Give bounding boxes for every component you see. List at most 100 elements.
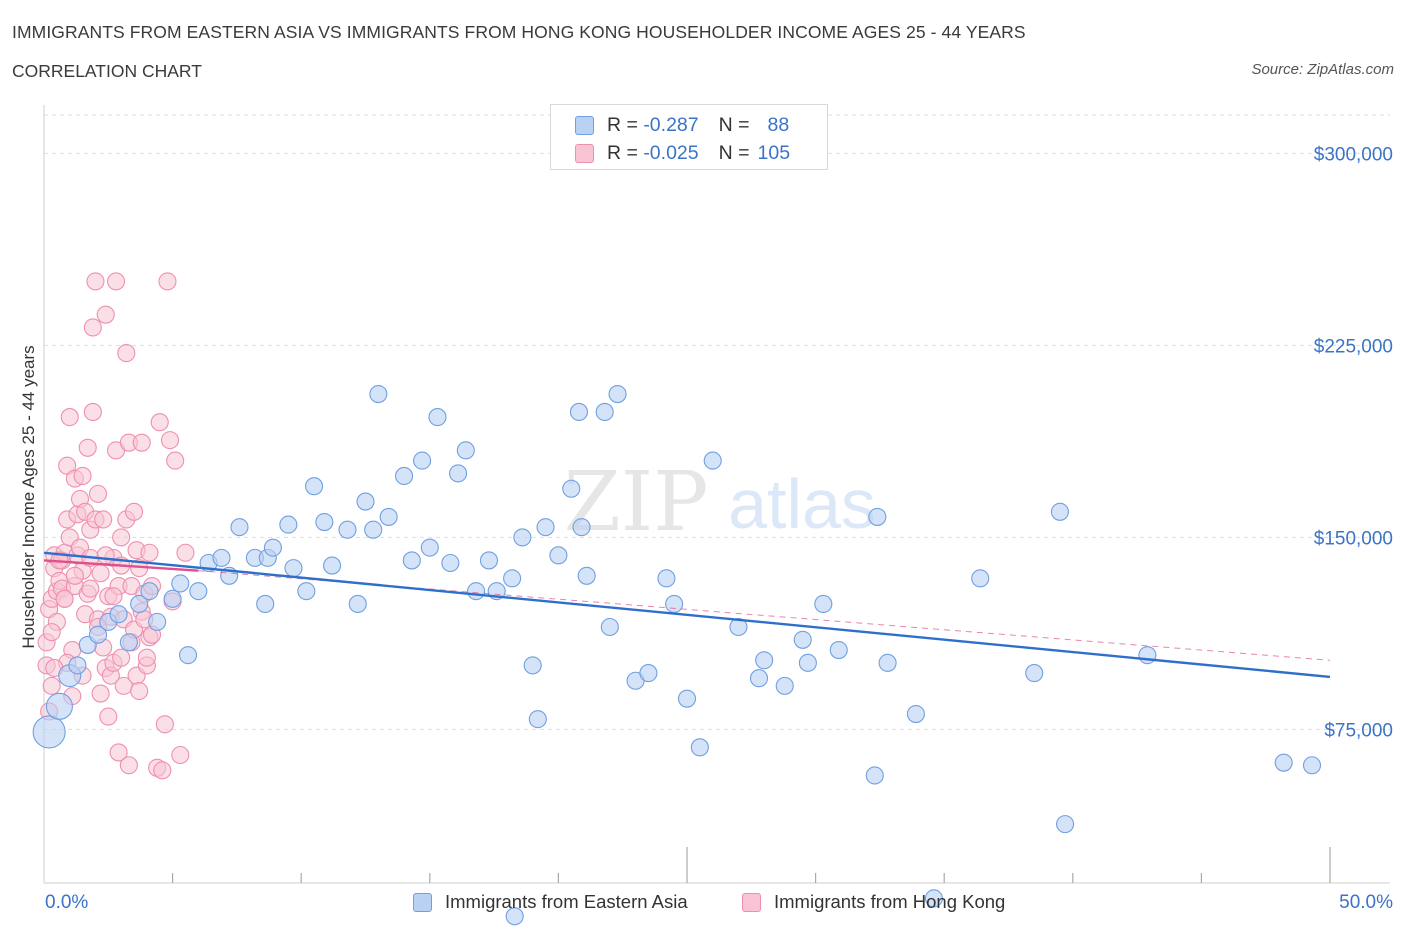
data-point-hong-kong [42,676,61,695]
data-point-eastern-asia [467,582,486,601]
legend-r-label: R = [607,113,638,136]
data-point-eastern-asia [32,715,66,749]
legend-n-value: 88 [767,113,790,136]
y-tick-label: $225,000 [1314,336,1393,357]
trend-line-hong-kong [43,559,199,572]
data-point-eastern-asia [420,538,439,557]
data-point-eastern-asia [305,477,324,496]
data-point-eastern-asia [68,656,87,675]
data-point-eastern-asia [212,548,231,567]
data-point-eastern-asia [119,633,138,652]
data-point-eastern-asia [1138,646,1157,665]
data-point-hong-kong [96,305,115,324]
data-point-eastern-asia [356,492,375,511]
data-point-hong-kong [86,272,105,291]
data-point-eastern-asia [906,704,925,724]
y-tick-label: $150,000 [1314,528,1393,549]
data-point-eastern-asia [971,569,990,588]
data-point-hong-kong [83,318,102,337]
legend-swatch-hong-kong [575,143,594,163]
data-point-eastern-asia [924,889,943,908]
data-point-hong-kong [94,510,113,529]
data-point-eastern-asia [140,582,159,601]
legend-swatch-eastern-asia [575,115,594,135]
data-point-eastern-asia [703,451,722,470]
legend-n-label: N = [718,113,750,136]
legend-n-value: 105 [757,141,791,164]
data-point-hong-kong [88,484,108,503]
data-point-eastern-asia [428,408,447,427]
data-point-hong-kong [91,564,110,583]
data-point-eastern-asia [395,466,414,486]
data-point-eastern-asia [45,692,73,720]
data-point-eastern-asia [413,451,432,470]
data-point-eastern-asia [338,520,357,539]
data-point-eastern-asia [263,538,282,557]
data-point-hong-kong [109,743,128,762]
data-point-eastern-asia [513,528,532,547]
chart-subtitle: CORRELATION CHART [12,61,202,81]
data-point-eastern-asia [569,402,589,422]
data-point-hong-kong [132,433,151,452]
data-point-hong-kong [176,543,195,562]
x-tick-labels: 0.0% 50.0% [45,892,1393,913]
legend-r-value: -0.025 [643,141,699,164]
data-point-eastern-asia [441,553,460,573]
data-point-eastern-asia [595,402,614,422]
data-point-eastern-asia [528,710,547,729]
data-point-eastern-asia [868,507,887,526]
data-point-hong-kong [60,408,79,427]
data-point-hong-kong [137,648,156,667]
grid-lines [44,114,1390,730]
data-point-hong-kong [155,715,174,734]
data-point-eastern-asia [505,907,524,926]
data-point-hong-kong [158,272,177,291]
data-point-hong-kong [166,451,185,470]
bottom-legend-label-eastern-asia: Immigrants from Eastern Asia [445,891,688,912]
data-point-eastern-asia [503,569,522,588]
data-point-eastern-asia [1302,756,1322,775]
data-point-eastern-asia [1274,753,1293,772]
series-hong-kong-points [37,272,195,780]
data-point-eastern-asia [1025,664,1044,683]
data-point-eastern-asia [793,630,812,649]
data-point-eastern-asia [523,656,542,675]
data-point-eastern-asia [775,676,794,695]
data-point-hong-kong [130,681,149,701]
data-point-eastern-asia [279,515,298,534]
data-point-hong-kong [73,466,92,486]
data-point-hong-kong [112,528,131,547]
data-point-hong-kong [91,684,110,703]
data-point-eastern-asia [577,566,596,585]
y-axis-label: Householder Income Ages 25 - 44 years [19,345,38,648]
data-point-eastern-asia [1050,502,1069,521]
watermark: ZIP atlas [564,455,876,550]
data-point-eastern-asia [749,669,769,688]
data-point-eastern-asia [297,582,316,601]
data-point-eastern-asia [479,551,499,570]
data-point-eastern-asia [449,464,468,483]
data-point-hong-kong [55,589,74,608]
data-point-eastern-asia [729,617,748,637]
source-label: Source: ZipAtlas.com [1251,61,1394,78]
legend-box: R = -0.287 N = 88 R = -0.025 N = 105 [550,104,828,170]
data-point-eastern-asia [639,664,658,683]
data-point-eastern-asia [348,594,367,614]
data-point-eastern-asia [878,653,897,672]
bottom-legend-label-hong-kong: Immigrants from Hong Kong [774,891,1006,912]
data-point-eastern-asia [677,689,697,708]
data-point-eastern-asia [163,589,182,608]
trend-lines [43,551,1331,679]
bottom-legend-eastern-asia: Immigrants from Eastern Asia [413,889,688,915]
y-tick-labels: $75,000 $150,000 $225,000 $300,000 [1314,144,1393,741]
legend-r-label: R = [607,141,638,164]
data-point-eastern-asia [171,574,190,593]
y-tick-label: $300,000 [1314,144,1393,165]
data-point-eastern-asia [456,441,475,460]
data-point-hong-kong [153,761,172,780]
data-point-eastern-asia [657,569,676,588]
data-point-eastern-asia [379,507,398,526]
data-point-hong-kong [78,438,97,457]
legend-row-eastern-asia: R = -0.287 N = 88 [575,113,789,137]
chart-title: IMMIGRANTS FROM EASTERN ASIA VS IMMIGRAN… [12,22,1026,42]
